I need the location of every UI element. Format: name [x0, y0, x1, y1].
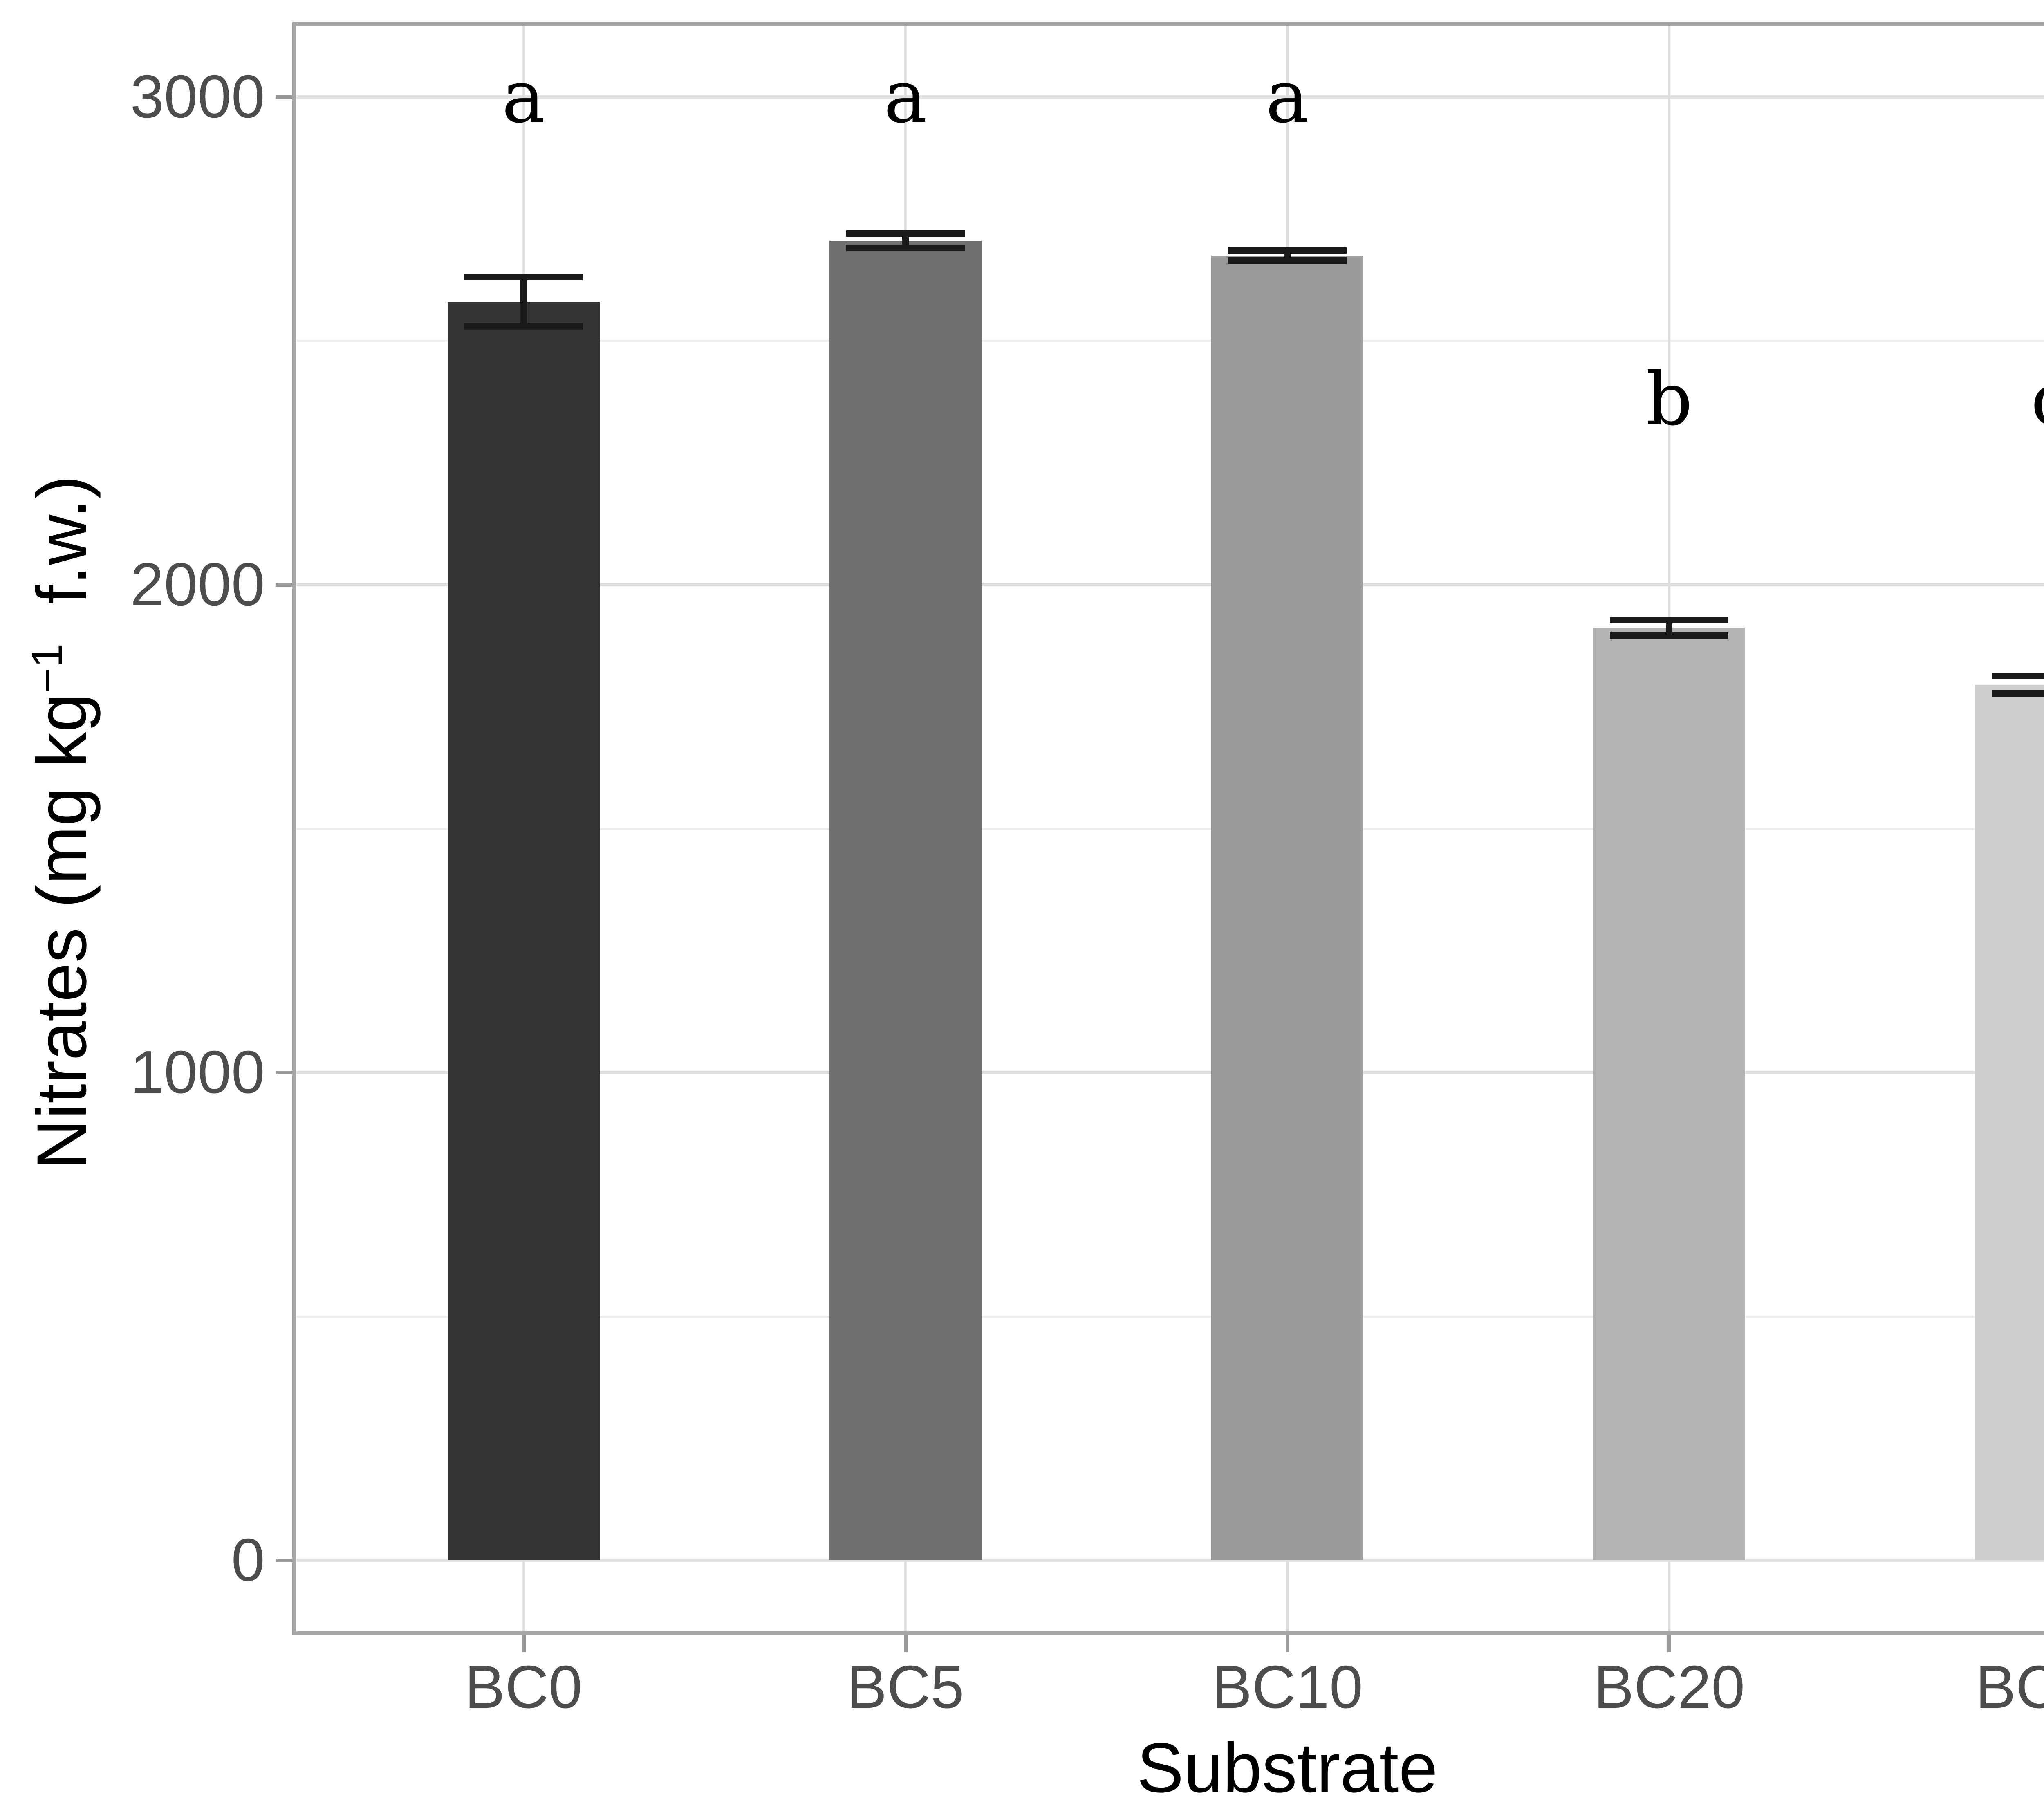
y-tick-label-3000: 3000 — [130, 63, 265, 130]
x-tick-label-BC10: BC10 — [1211, 1653, 1363, 1721]
significance-letter-BC0: a — [502, 54, 545, 139]
y-axis-title-superscript: −1 — [22, 643, 72, 693]
gridline-major-0 — [294, 1559, 2044, 1562]
error-bar-cap-top-BC10 — [1228, 247, 1347, 254]
error-bar-cap-top-BC20 — [1610, 616, 1729, 623]
y-tick-label-1000: 1000 — [130, 1038, 265, 1106]
bar-BC5 — [829, 240, 982, 1561]
error-bar-cap-bottom-BC5 — [846, 244, 965, 251]
error-bar-cap-bottom-BC0 — [464, 323, 583, 330]
gridline-major-2000 — [294, 583, 2044, 586]
error-bar-cap-top-BC0 — [464, 274, 583, 281]
significance-letter-BC20: b — [1646, 357, 1693, 442]
error-bar-cap-bottom-BC40 — [1992, 690, 2044, 697]
x-tick-label-BC20: BC20 — [1594, 1653, 1745, 1721]
x-tick-label-BC5: BC5 — [846, 1653, 964, 1721]
error-bar-stem-BC0 — [520, 277, 527, 326]
significance-letter-BC10: a — [1265, 54, 1309, 139]
error-bar-cap-top-BC5 — [846, 230, 965, 237]
error-bar-cap-bottom-BC20 — [1610, 632, 1729, 639]
x-tick-label-BC40: BC40 — [1975, 1653, 2044, 1721]
gridline-minor-500 — [294, 1315, 2044, 1318]
error-bar-cap-top-BC40 — [1992, 673, 2044, 680]
x-tick-mark-BC20 — [1667, 1633, 1672, 1652]
y-tick-mark-0 — [276, 1559, 294, 1563]
significance-letter-BC5: a — [883, 54, 927, 139]
significance-letter-BC40: c — [1949, 350, 2044, 449]
error-bar-stem-BC20 — [1666, 619, 1673, 636]
x-tick-mark-BC5 — [903, 1633, 908, 1652]
y-tick-label-2000: 2000 — [130, 550, 265, 618]
x-tick-label-BC0: BC0 — [464, 1653, 583, 1721]
y-tick-mark-3000 — [276, 95, 294, 99]
error-bar-stem-BC5 — [902, 233, 909, 248]
bar-BC40 — [1975, 684, 2044, 1561]
y-tick-mark-1000 — [276, 1071, 294, 1074]
gridline-minor-2500 — [294, 340, 2044, 342]
x-axis-title: Substrate — [1136, 1729, 1438, 1807]
bar-BC10 — [1211, 255, 1363, 1561]
y-tick-mark-2000 — [276, 583, 294, 587]
y-tick-label-0: 0 — [231, 1526, 265, 1594]
bar-BC0 — [447, 302, 600, 1561]
x-tick-mark-BC0 — [522, 1633, 526, 1652]
gridline-major-1000 — [294, 1071, 2044, 1074]
bar-BC20 — [1593, 627, 1746, 1561]
x-tick-mark-BC10 — [1286, 1633, 1289, 1652]
error-bar-cap-bottom-BC10 — [1228, 257, 1347, 264]
gridline-minor-1500 — [294, 828, 2044, 830]
gridline-major-3000 — [294, 95, 2044, 99]
